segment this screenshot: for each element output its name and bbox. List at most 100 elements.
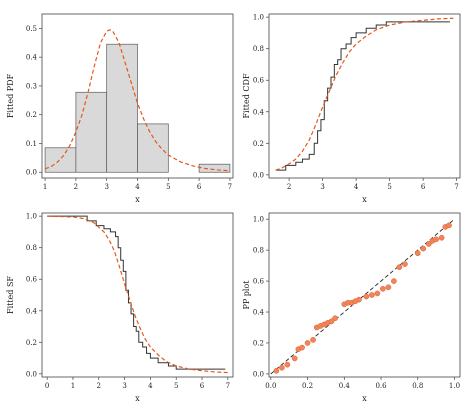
pdf-x-tick-label: 7 (228, 183, 232, 191)
sf-y-tick-label: 0.4 (26, 307, 38, 315)
sf-empirical-step-line (47, 215, 226, 370)
sf-y-tick-label: 0.8 (26, 244, 37, 252)
pp-data-point (391, 278, 397, 284)
cdf-x-tick-label: 7 (454, 183, 458, 191)
pp-plot-frame (268, 212, 461, 378)
pp-data-point (414, 250, 421, 257)
cdf-plot-frame (268, 13, 461, 179)
pp-data-point (273, 367, 280, 374)
pp-panel: x PP plot 0.0 0.2 0.4 0.6 0.8 1.0 0.0 0.2 0.4 0.6… (242, 212, 461, 403)
sf-plot-frame (41, 212, 234, 378)
cdf-x-tick-label: 2 (287, 183, 291, 191)
sf-x-axis-label: x (135, 394, 140, 403)
cdf-x-axis-label: x (362, 195, 367, 204)
cdf-empirical-step-line (275, 21, 450, 171)
cdf-y-tick-label: 0.4 (253, 108, 265, 116)
sf-fitted-curve (47, 215, 228, 374)
sf-x-tick-label: 5 (174, 382, 178, 390)
pdf-x-tick-label: 4 (135, 183, 140, 191)
sf-y-axis-label: Fitted SF (6, 276, 15, 314)
pdf-histogram-bar (198, 163, 231, 173)
cdf-panel: x Fitted CDF 2 3 4 5 6 7 0.0 0.2 0.4 0.6 0.8 1.0 (242, 13, 461, 204)
pdf-panel: x Fitted PDF 1 2 3 4 5 6 7 0.0 0.1 0.2 0.3 0.4 0.5 (6, 13, 234, 204)
pdf-y-tick-label: 0.2 (26, 111, 37, 119)
pp-data-point (396, 264, 403, 271)
pp-data-point (385, 284, 392, 291)
pp-y-tick-label: 0.4 (253, 309, 265, 317)
sf-panel: x Fitted SF 0 1 2 3 4 5 6 7 0.0 0.2 0.4 0.6 0.8 1.0 (6, 212, 234, 403)
pp-y-tick-label: 0.6 (253, 278, 265, 286)
pp-data-point (356, 296, 362, 303)
pp-x-tick-label: 0.0 (265, 382, 276, 390)
pdf-x-tick-label: 3 (104, 183, 108, 191)
cdf-x-tick-label: 3 (320, 183, 324, 191)
pp-data-point (310, 337, 316, 343)
pdf-histogram-bar (75, 91, 108, 173)
pp-data-point (420, 245, 427, 252)
pdf-y-tick-label: 0.1 (26, 140, 37, 148)
pp-x-tick-label: 0.4 (339, 382, 351, 390)
pp-data-point (279, 364, 285, 371)
pdf-y-tick-label: 0.0 (26, 169, 37, 177)
sf-x-tick-label: 3 (122, 382, 126, 390)
pdf-x-tick-label: 2 (74, 183, 78, 191)
pp-data-point (425, 241, 432, 247)
pp-x-axis-label: x (362, 394, 367, 403)
pp-y-tick-label: 0.8 (253, 247, 264, 255)
pp-x-tick-label: 0.6 (375, 382, 387, 390)
sf-y-tick-label: 1.0 (26, 213, 37, 221)
cdf-x-tick-label: 5 (387, 183, 391, 191)
sf-x-tick-label: 0 (45, 382, 49, 390)
pp-data-point (433, 236, 439, 243)
pdf-histogram-bar (106, 43, 138, 173)
cdf-y-tick-label: 0.6 (253, 77, 265, 85)
cdf-x-tick-label: 6 (421, 183, 426, 191)
sf-x-tick-label: 2 (97, 382, 101, 390)
pp-data-point (446, 222, 452, 229)
pdf-fitted-curve (44, 29, 230, 172)
pdf-x-axis-label: x (135, 195, 140, 204)
pp-data-point (402, 261, 408, 267)
pp-data-point (380, 285, 386, 292)
pp-x-tick-label: 0.2 (302, 382, 313, 390)
pdf-y-tick-label: 0.4 (26, 54, 38, 62)
cdf-y-tick-label: 1.0 (253, 14, 264, 22)
pp-data-point (304, 340, 311, 346)
pdf-y-tick-label: 0.3 (26, 82, 37, 90)
pp-y-tick-label: 1.0 (253, 216, 264, 224)
pp-data-point (368, 292, 375, 298)
pp-data-point (291, 355, 298, 362)
pp-data-point (363, 293, 370, 300)
pp-data-point (328, 318, 335, 325)
pp-data-point (374, 290, 381, 297)
pdf-x-tick-label: 1 (43, 183, 47, 191)
cdf-x-tick-label: 4 (354, 183, 359, 191)
pdf-histogram-bar (44, 147, 77, 173)
sf-x-tick-label: 1 (71, 382, 75, 390)
sf-y-tick-label: 0.2 (26, 339, 37, 347)
cdf-y-axis-label: Fitted CDF (242, 73, 251, 118)
cdf-y-tick-label: 0.8 (253, 45, 264, 53)
pp-data-point (438, 234, 445, 241)
pp-data-point (332, 315, 338, 322)
pdf-y-axis-label: Fitted PDF (6, 73, 15, 118)
cdf-y-tick-label: 0.2 (253, 140, 264, 148)
pdf-x-tick-label: 6 (197, 183, 202, 191)
pp-y-tick-label: 0.2 (253, 339, 264, 347)
pp-y-axis-label: PP plot (242, 280, 251, 310)
cdf-fitted-curve (275, 17, 454, 171)
pdf-histogram-bar (137, 123, 169, 173)
sf-x-tick-label: 6 (200, 382, 205, 390)
pp-data-point (299, 344, 305, 351)
sf-y-tick-label: 0.6 (26, 276, 38, 284)
sf-x-tick-label: 4 (148, 382, 153, 390)
pdf-x-tick-label: 5 (166, 183, 170, 191)
cdf-y-tick-label: 0.0 (253, 171, 264, 179)
sf-y-tick-label: 0.0 (26, 370, 37, 378)
pp-x-tick-label: 1.0 (449, 382, 460, 390)
pp-x-tick-label: 0.8 (412, 382, 423, 390)
pp-y-tick-label: 0.0 (253, 370, 264, 378)
pp-data-point (284, 361, 291, 368)
pdf-y-tick-label: 0.5 (26, 25, 37, 33)
